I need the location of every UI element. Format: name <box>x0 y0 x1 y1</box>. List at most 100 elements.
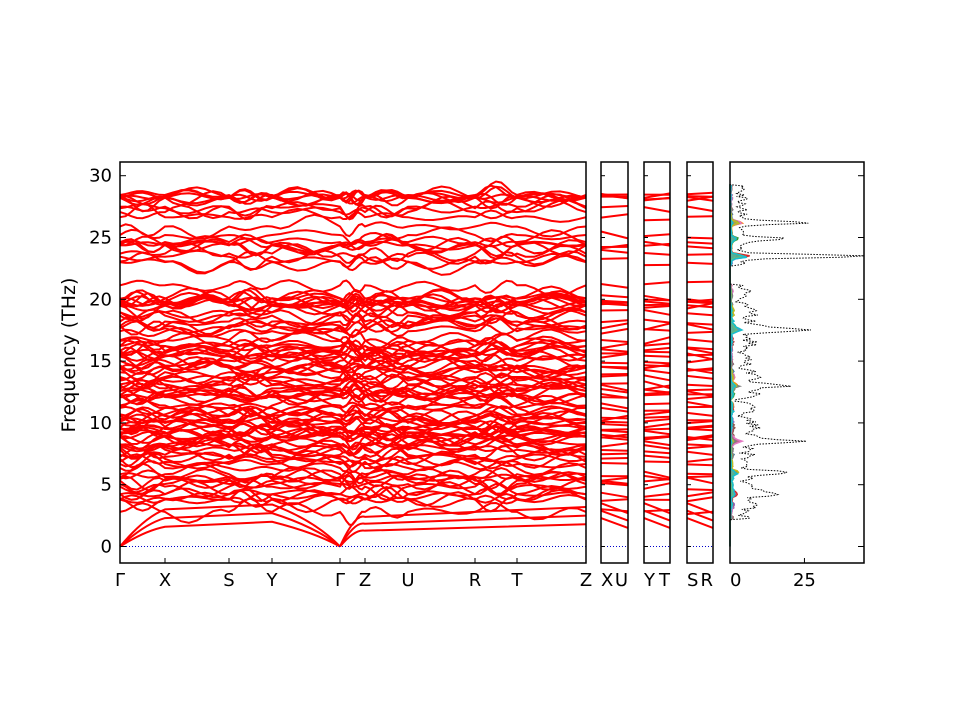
high-symmetry-label: R <box>469 570 482 591</box>
high-symmetry-label: S <box>223 570 234 591</box>
high-symmetry-label: Y <box>266 570 279 591</box>
band-line <box>600 479 629 485</box>
band-line <box>686 323 714 331</box>
band-line <box>643 454 671 459</box>
band-line <box>119 312 587 334</box>
band-line <box>686 383 714 387</box>
band-line <box>686 312 714 317</box>
band-line <box>119 486 587 513</box>
high-symmetry-label: Γ <box>335 570 345 591</box>
band-line <box>119 445 587 464</box>
high-symmetry-label: T <box>658 570 671 591</box>
band-line <box>600 457 629 460</box>
band-line <box>686 191 714 196</box>
band-line <box>686 280 714 284</box>
panel-frame <box>119 161 587 564</box>
band-line <box>643 281 671 286</box>
band-line <box>600 452 629 456</box>
band-line <box>600 374 629 378</box>
band-line <box>119 474 587 502</box>
band-lines-group <box>119 180 714 548</box>
acoustic-band-line <box>339 505 587 547</box>
band-line <box>686 322 714 326</box>
acoustic-band-line <box>600 502 629 515</box>
band-line <box>643 342 671 347</box>
band-line <box>686 488 714 491</box>
band-line <box>600 420 629 424</box>
band-line <box>600 402 629 410</box>
band-line <box>119 180 587 207</box>
dos-x-tick-label: 0 <box>730 570 741 591</box>
band-line <box>600 383 629 392</box>
band-line <box>643 218 671 222</box>
y-tick-label: 20 <box>89 289 112 310</box>
band-line <box>600 294 629 299</box>
band-line <box>600 491 629 499</box>
band-line <box>686 445 714 450</box>
band-line <box>119 436 587 460</box>
band-line <box>600 322 629 330</box>
band-line <box>686 353 714 357</box>
band-line <box>119 423 587 443</box>
band-line <box>119 404 587 427</box>
band-line <box>119 339 587 360</box>
band-line <box>600 436 629 441</box>
band-line <box>686 475 714 479</box>
band-line <box>119 466 587 488</box>
band-line <box>643 450 671 455</box>
band-line <box>643 309 671 316</box>
high-symmetry-label: U <box>615 570 628 591</box>
band-line <box>686 434 714 440</box>
band-line <box>643 460 671 463</box>
band-line <box>643 422 671 429</box>
band-line <box>686 463 714 467</box>
band-line <box>643 418 671 423</box>
band-line <box>643 233 671 238</box>
band-line <box>600 482 629 487</box>
band-line <box>600 449 629 452</box>
panel-frames-group <box>119 161 865 564</box>
band-line <box>600 476 629 482</box>
y-tick-label: 15 <box>89 351 112 372</box>
band-line <box>119 250 587 275</box>
band-line <box>119 188 587 210</box>
acoustic-band-line <box>643 509 671 522</box>
band-line <box>643 482 671 490</box>
acoustic-band-line <box>643 517 671 529</box>
acoustic-band-line <box>119 520 341 548</box>
band-line <box>600 248 629 254</box>
band-line <box>120 421 587 447</box>
band-line <box>119 370 587 393</box>
band-line <box>600 213 629 219</box>
band-line <box>119 453 587 473</box>
band-line <box>686 245 714 250</box>
band-line <box>686 302 714 310</box>
band-line <box>643 303 671 307</box>
band-line <box>119 279 587 298</box>
band-line <box>119 287 587 309</box>
band-line <box>686 476 714 485</box>
band-line <box>686 347 714 355</box>
band-line <box>643 427 671 431</box>
band-line <box>686 330 714 334</box>
band-line <box>600 194 629 200</box>
band-line <box>600 319 629 324</box>
high-symmetry-label: S <box>687 570 698 591</box>
band-line <box>686 346 714 351</box>
band-line <box>686 427 714 432</box>
band-line <box>686 420 714 425</box>
band-line <box>600 352 629 359</box>
high-symmetry-label: U <box>401 570 414 591</box>
band-line <box>119 289 587 314</box>
y-tick-label: 10 <box>89 413 112 434</box>
band-line <box>643 380 671 390</box>
band-line <box>119 238 587 260</box>
high-symmetry-label: Y <box>643 570 656 591</box>
band-line <box>643 474 671 481</box>
band-line <box>600 442 629 448</box>
band-line <box>643 196 671 202</box>
band-line <box>686 298 714 304</box>
